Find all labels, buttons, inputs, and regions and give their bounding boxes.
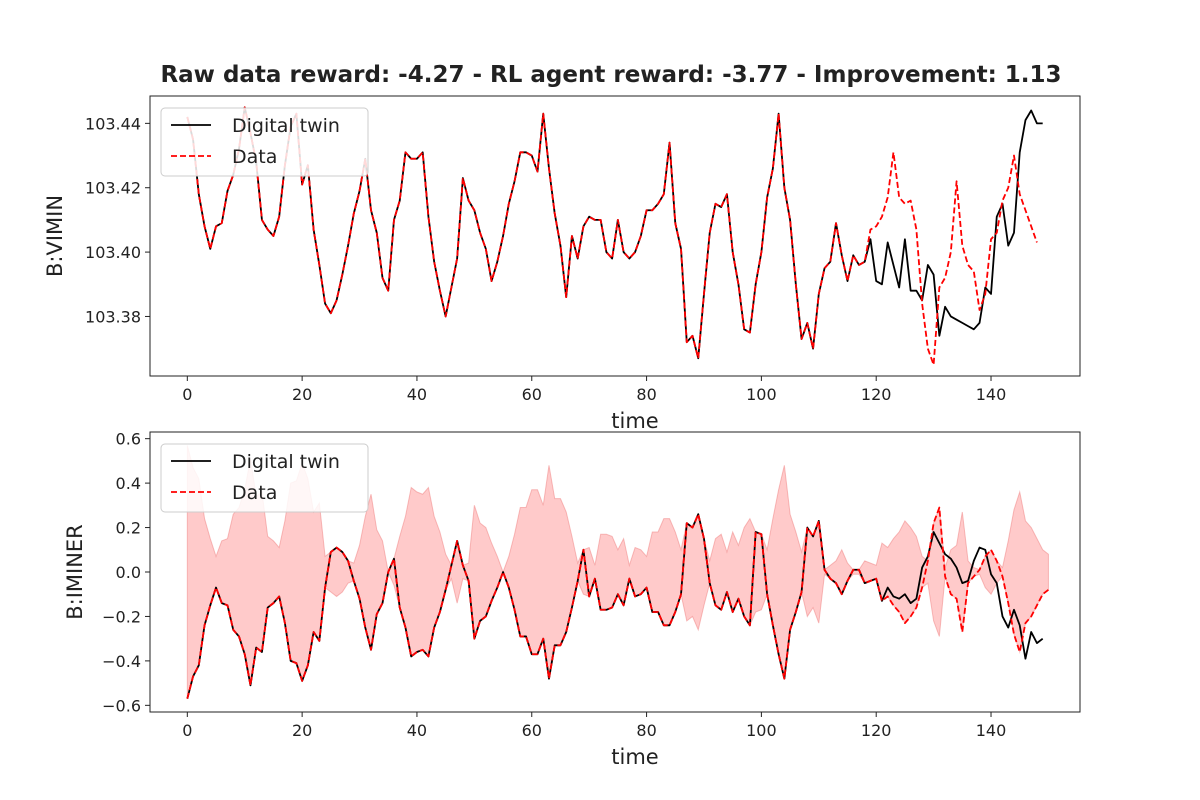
legend-data-label: Data bbox=[232, 482, 277, 504]
y-axis-label: B:VIMIN bbox=[43, 195, 67, 277]
y-tick-label: −0.6 bbox=[102, 696, 141, 715]
legend-data-label: Data bbox=[232, 146, 277, 168]
x-axis-label: time bbox=[611, 745, 658, 769]
x-tick-label: 60 bbox=[522, 385, 542, 404]
y-tick-label: −0.2 bbox=[102, 607, 141, 626]
y-axis-label: B:IMINER bbox=[63, 524, 87, 620]
x-axis-label: time bbox=[611, 409, 658, 433]
legend: Digital twin Data bbox=[160, 443, 369, 513]
y-tick-label: 103.40 bbox=[85, 243, 141, 262]
x-tick-label: 80 bbox=[636, 385, 656, 404]
x-tick-label: 40 bbox=[407, 721, 427, 740]
y-tick-label: 0.0 bbox=[116, 563, 141, 582]
y-tick-label: 0.4 bbox=[116, 474, 141, 493]
data-line bbox=[186, 106, 1038, 366]
legend-box bbox=[160, 443, 369, 513]
x-tick-label: 120 bbox=[861, 721, 892, 740]
x-tick-label: 20 bbox=[292, 385, 312, 404]
y-tick-label: 103.44 bbox=[85, 114, 141, 133]
y-tick-label: 103.42 bbox=[85, 179, 141, 198]
axes-frame bbox=[149, 95, 1081, 377]
digital-twin-line bbox=[186, 106, 1043, 360]
x-tick-label: 100 bbox=[746, 385, 777, 404]
y-tick-label: 103.38 bbox=[85, 307, 141, 326]
y-tick-label: 0.6 bbox=[116, 430, 141, 449]
iminer-panel: 0 20 40 60 80 100 120 140 −0.6 −0.4 −0.2 0.0 0.2 0.4 0… bbox=[63, 430, 1081, 769]
x-tick-label: 0 bbox=[182, 385, 192, 404]
vimin-panel: 0 20 40 60 80 100 120 140 103.38 103.40 103.42 103.… bbox=[43, 95, 1081, 433]
legend-box bbox=[160, 107, 369, 177]
x-tick-label: 0 bbox=[182, 721, 192, 740]
x-tick-label: 120 bbox=[861, 385, 892, 404]
figure-title: Raw data reward: -4.27 - RL agent reward… bbox=[160, 62, 1062, 88]
x-tick-label: 20 bbox=[292, 721, 312, 740]
x-tick-label: 140 bbox=[976, 721, 1007, 740]
legend-digital-twin-label: Digital twin bbox=[232, 115, 340, 137]
y-tick-label: −0.4 bbox=[102, 652, 141, 671]
data-line bbox=[186, 506, 1049, 699]
legend: Digital twin Data bbox=[160, 107, 369, 177]
y-tick-label: 0.2 bbox=[116, 519, 141, 538]
x-tick-label: 100 bbox=[746, 721, 777, 740]
x-tick-label: 140 bbox=[976, 385, 1007, 404]
x-tick-label: 40 bbox=[407, 385, 427, 404]
legend-digital-twin-label: Digital twin bbox=[232, 451, 340, 473]
x-tick-label: 80 bbox=[636, 721, 656, 740]
x-tick-label: 60 bbox=[522, 721, 542, 740]
